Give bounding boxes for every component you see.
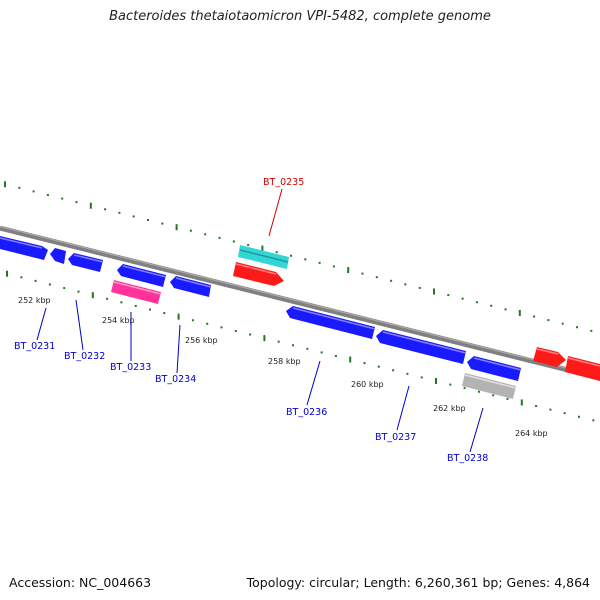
gene-label-bt0234[interactable]: BT_0234 xyxy=(155,374,196,385)
gene-label-leaders xyxy=(36,188,484,453)
gene-bt0232[interactable] xyxy=(68,253,104,272)
scale-label-258: 258 kbp xyxy=(268,357,301,366)
inner-tick-ring xyxy=(6,270,595,422)
gene-bt0233[interactable] xyxy=(111,280,162,304)
gene-bt0238[interactable] xyxy=(462,373,517,399)
map-title: Bacteroides thetaiotaomicron VPI-5482, c… xyxy=(109,9,491,24)
scale-label-252: 252 kbp xyxy=(18,296,51,305)
scale-label-260: 260 kbp xyxy=(351,380,384,389)
scale-label-264: 264 kbp xyxy=(515,429,548,438)
gene-label-bt0237[interactable]: BT_0237 xyxy=(375,432,416,443)
gene-label-bt0235[interactable]: BT_0235 xyxy=(263,177,304,188)
accession-text: Accession: NC_004663 xyxy=(9,575,152,590)
gene-bt0237[interactable] xyxy=(376,330,467,364)
scale-label-262: 262 kbp xyxy=(433,404,466,413)
gene-bt0233-blue[interactable] xyxy=(117,264,167,287)
gene-red-right-2[interactable] xyxy=(565,356,600,381)
gene-label-bt0238[interactable]: BT_0238 xyxy=(447,453,488,464)
genome-backbone xyxy=(0,225,600,381)
gene-bt0236[interactable] xyxy=(286,306,376,339)
outer-tick-ring xyxy=(4,181,593,332)
topology-summary: Topology: circular; Length: 6,260,361 bp… xyxy=(246,575,590,590)
gene-bt0238-blue[interactable] xyxy=(467,356,522,381)
gene-bt0232a[interactable] xyxy=(50,248,66,264)
scale-label-256: 256 kbp xyxy=(185,336,218,345)
gene-bt0234[interactable] xyxy=(170,276,212,297)
gene-bt0235[interactable] xyxy=(233,262,284,286)
gene-label-bt0232[interactable]: BT_0232 xyxy=(64,351,105,362)
gene-bt0235-cyan[interactable] xyxy=(238,245,289,269)
gene-label-bt0231[interactable]: BT_0231 xyxy=(14,341,55,352)
gene-bt0231[interactable] xyxy=(0,236,48,260)
gene-red-right-1[interactable] xyxy=(533,347,566,367)
genome-backbone-highlight xyxy=(0,226,600,377)
gene-label-bt0233[interactable]: BT_0233 xyxy=(110,362,151,373)
scale-label-254: 254 kbp xyxy=(102,316,135,325)
gene-label-bt0236[interactable]: BT_0236 xyxy=(286,407,327,418)
